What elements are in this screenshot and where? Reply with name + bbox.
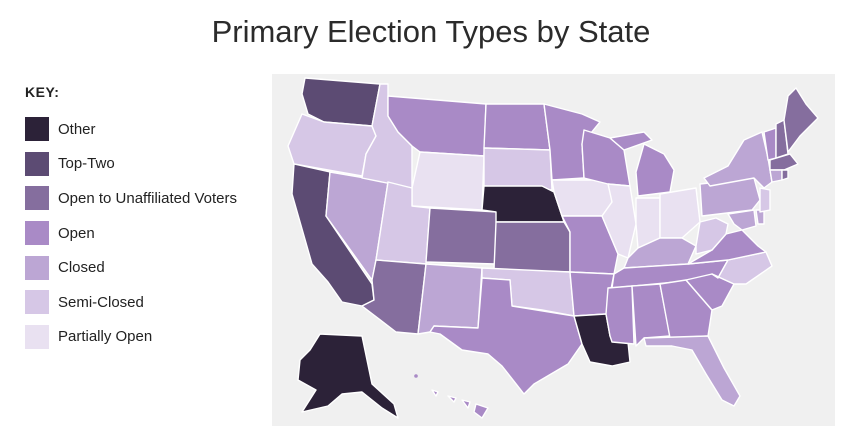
state-iowa[interactable] <box>551 179 613 217</box>
legend-heading: KEY: <box>25 84 60 100</box>
legend-item-closed: Closed <box>25 250 265 285</box>
state-new-mexico[interactable] <box>417 263 483 335</box>
legend-item-partially-open: Partially Open <box>25 320 265 355</box>
legend-label: Partially Open <box>58 328 153 346</box>
state-kansas[interactable] <box>493 221 571 273</box>
state-maryland[interactable] <box>727 209 757 231</box>
state-georgia[interactable] <box>659 279 713 339</box>
state-connecticut[interactable] <box>769 169 783 183</box>
legend-swatch <box>25 290 49 315</box>
legend-swatch <box>25 117 49 142</box>
state-wyoming[interactable] <box>411 151 485 211</box>
state-florida[interactable] <box>643 335 741 407</box>
legend-item-other: Other <box>25 112 265 147</box>
state-colorado[interactable] <box>425 207 499 265</box>
state-new-york[interactable] <box>703 131 773 189</box>
state-south-carolina[interactable] <box>685 273 735 311</box>
state-illinois[interactable] <box>601 183 637 259</box>
legend-item-top-two: Top-Two <box>25 147 265 182</box>
state-rhode-island[interactable] <box>781 169 789 181</box>
state-north-dakota[interactable] <box>483 103 551 151</box>
legend-item-open: Open <box>25 216 265 251</box>
legend-swatch <box>25 324 49 349</box>
state-mississippi[interactable] <box>605 285 635 345</box>
legend: KEY: Other Top-Two Open to Unaffiliated … <box>25 84 265 354</box>
state-maine[interactable] <box>783 87 819 153</box>
state-alaska[interactable] <box>297 333 399 419</box>
state-west-virginia[interactable] <box>695 217 729 255</box>
legend-label: Other <box>58 120 96 138</box>
legend-swatch <box>25 221 49 246</box>
us-map <box>287 77 819 419</box>
legend-label: Open to Unaffiliated Voters <box>58 189 238 207</box>
state-ohio[interactable] <box>659 187 701 239</box>
page-title: Primary Election Types by State <box>211 14 651 49</box>
state-texas[interactable] <box>429 277 583 395</box>
legend-label: Open <box>58 224 95 242</box>
state-massachusetts[interactable] <box>769 153 799 171</box>
state-south-dakota[interactable] <box>483 147 553 191</box>
legend-label: Semi-Closed <box>58 293 144 311</box>
legend-swatch <box>25 255 49 280</box>
legend-item-semi-closed: Semi-Closed <box>25 285 265 320</box>
legend-swatch <box>25 186 49 211</box>
state-new-jersey[interactable] <box>759 187 771 213</box>
legend-label: Top-Two <box>58 155 115 173</box>
legend-item-open-unaffiliated: Open to Unaffiliated Voters <box>25 181 265 216</box>
state-hawaii[interactable] <box>431 389 489 419</box>
legend-swatch <box>25 151 49 176</box>
legend-label: Closed <box>58 259 105 277</box>
